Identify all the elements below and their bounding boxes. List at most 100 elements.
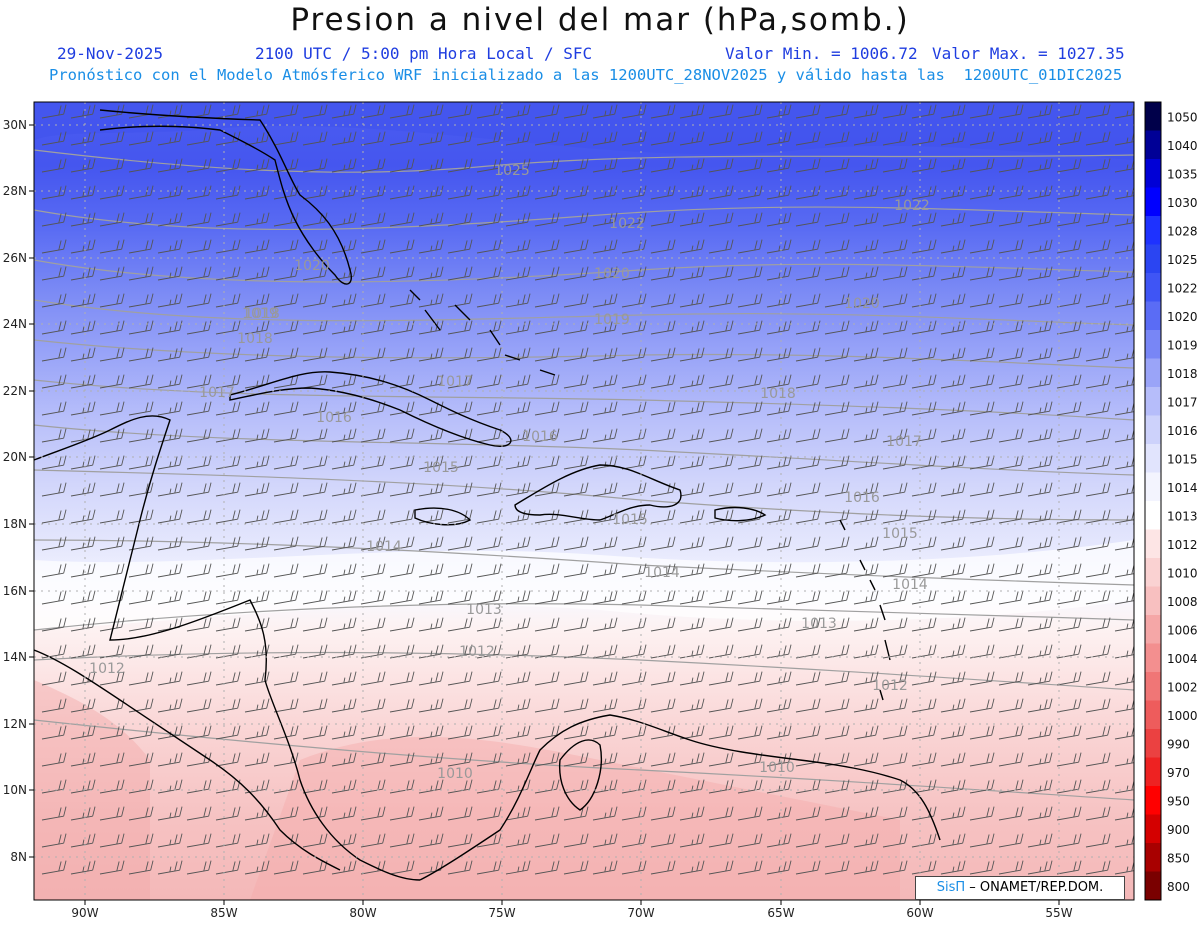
wind-barb xyxy=(360,590,386,605)
wind-barb xyxy=(331,536,357,551)
wind-barb xyxy=(534,536,560,551)
wind-barb xyxy=(418,536,444,551)
wind-barb xyxy=(824,482,850,497)
wind-barb xyxy=(505,725,531,740)
colorbar-label: 1050 xyxy=(1167,111,1198,125)
wind-barb xyxy=(969,833,995,848)
wind-barb xyxy=(244,725,270,740)
wind-barb xyxy=(1027,563,1053,578)
wind-barb xyxy=(911,266,937,281)
wind-barb xyxy=(534,860,560,875)
wind-barb xyxy=(389,671,415,686)
wind-barb xyxy=(1085,536,1111,551)
wind-barb xyxy=(360,428,386,443)
wind-barb xyxy=(476,617,502,632)
wind-barb xyxy=(911,860,937,875)
wind-barb xyxy=(882,779,908,794)
wind-barb xyxy=(766,617,792,632)
wind-barb xyxy=(360,833,386,848)
wind-barb xyxy=(70,401,96,416)
wind-barb xyxy=(1056,482,1082,497)
wind-barb xyxy=(824,779,850,794)
wind-barb xyxy=(998,104,1024,119)
wind-barb xyxy=(1056,131,1082,146)
wind-barb xyxy=(302,644,328,659)
maracaibo xyxy=(558,739,602,811)
wind-barb xyxy=(998,779,1024,794)
wind-barb xyxy=(99,671,125,686)
wind-barb xyxy=(215,428,241,443)
wind-barb xyxy=(592,671,618,686)
wind-barb xyxy=(1085,644,1111,659)
max-value: Valor Max. = 1027.35 xyxy=(932,44,1125,63)
wind-barb xyxy=(824,617,850,632)
wind-barb xyxy=(99,482,125,497)
wind-barb xyxy=(331,725,357,740)
wind-barb xyxy=(215,563,241,578)
wind-barb xyxy=(737,266,763,281)
wind-barb xyxy=(882,374,908,389)
wind-barb xyxy=(563,131,589,146)
isobar-label: 1017 xyxy=(886,434,922,450)
wind-barb xyxy=(157,563,183,578)
wind-barb xyxy=(853,293,879,308)
wind-barb xyxy=(795,347,821,362)
wind-barb xyxy=(998,401,1024,416)
colorbar-label: 850 xyxy=(1167,852,1190,866)
wind-barb xyxy=(940,104,966,119)
wind-barb xyxy=(157,509,183,524)
wind-barb xyxy=(679,239,705,254)
wind-barb xyxy=(969,428,995,443)
wind-barb xyxy=(418,482,444,497)
wind-barb xyxy=(911,590,937,605)
wind-barb xyxy=(998,239,1024,254)
wind-barb xyxy=(41,131,67,146)
wind-barb xyxy=(795,104,821,119)
wind-barb xyxy=(882,185,908,200)
wind-barb xyxy=(389,833,415,848)
wind-barb xyxy=(766,320,792,335)
wind-barb xyxy=(824,239,850,254)
wind-barb xyxy=(737,536,763,551)
wind-barb xyxy=(708,725,734,740)
wind-barb xyxy=(650,401,676,416)
wind-barb xyxy=(418,374,444,389)
isobar-label: 1020 xyxy=(844,296,880,312)
wind-barb xyxy=(679,833,705,848)
wind-barb xyxy=(244,158,270,173)
wind-barb xyxy=(766,401,792,416)
wind-barb xyxy=(1027,212,1053,227)
wind-barb xyxy=(1085,671,1111,686)
wind-barb xyxy=(766,239,792,254)
wind-barb xyxy=(128,266,154,281)
wind-barb xyxy=(70,266,96,281)
wind-barb xyxy=(1056,185,1082,200)
wind-barb xyxy=(969,779,995,794)
wind-barb xyxy=(824,158,850,173)
wind-barb xyxy=(157,671,183,686)
isobar-label: 1010 xyxy=(759,760,795,776)
wind-barb xyxy=(273,563,299,578)
colorbar-swatch xyxy=(1145,330,1161,359)
wind-barb xyxy=(302,563,328,578)
wind-barb xyxy=(1056,266,1082,281)
wind-barb xyxy=(679,293,705,308)
wind-barb xyxy=(882,509,908,524)
wind-barb xyxy=(128,563,154,578)
wind-barb xyxy=(302,536,328,551)
colorbar-swatch xyxy=(1145,843,1161,872)
wind-barb xyxy=(331,806,357,821)
wind-barb xyxy=(331,644,357,659)
wind-barb xyxy=(940,725,966,740)
wind-barb xyxy=(302,752,328,767)
wind-barb xyxy=(70,185,96,200)
graticule xyxy=(34,102,1134,900)
wind-barb xyxy=(1027,860,1053,875)
wind-barb xyxy=(911,644,937,659)
wind-barb xyxy=(708,104,734,119)
wind-barb xyxy=(534,401,560,416)
wind-barb xyxy=(911,698,937,713)
wind-barb xyxy=(302,185,328,200)
wind-barb xyxy=(1056,806,1082,821)
